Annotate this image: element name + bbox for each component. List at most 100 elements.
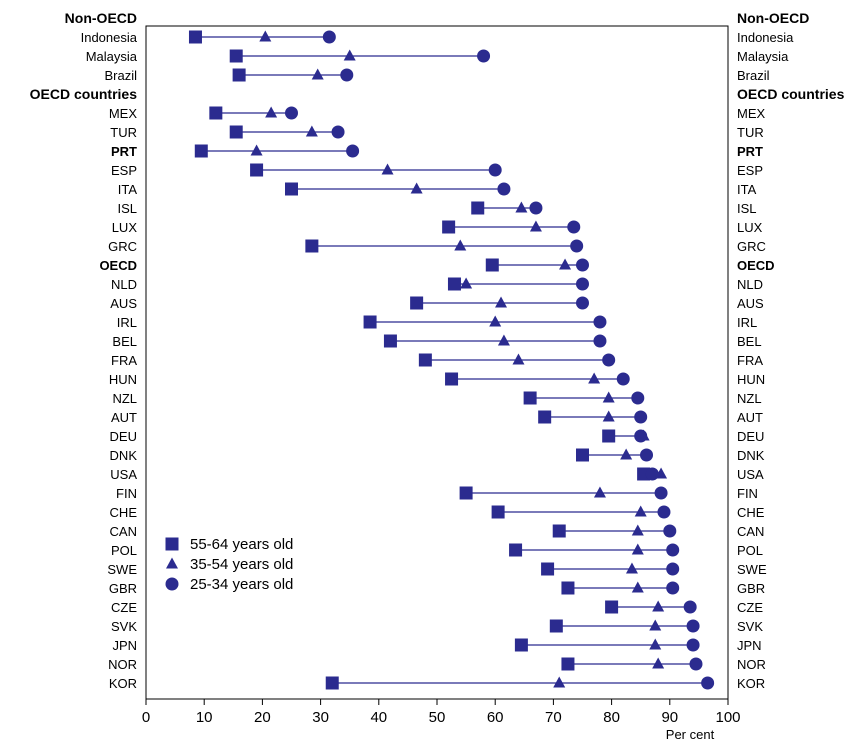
- point-s35: [410, 182, 423, 194]
- category-row: NLD NLD: [111, 277, 763, 292]
- legend-marker-square-icon: [165, 537, 179, 551]
- point-s35: [602, 410, 615, 422]
- category-label-left: AUT: [111, 410, 137, 425]
- group-header: OECD countries OECD countries: [30, 86, 845, 102]
- point-s55: [250, 163, 264, 177]
- category-label-left: JPN: [112, 638, 137, 653]
- point-s55: [188, 30, 202, 44]
- category-label-right: ITA: [737, 182, 757, 197]
- x-tick-label: 50: [429, 709, 446, 726]
- point-s25: [616, 372, 630, 386]
- point-s35: [460, 277, 473, 289]
- category-label-right: MEX: [737, 106, 766, 121]
- category-row: Malaysia Malaysia: [86, 49, 789, 64]
- category-label-left: CHE: [110, 505, 138, 520]
- point-s55: [305, 239, 319, 253]
- legend-item-s35: 35-54 years old: [166, 556, 293, 573]
- point-s55: [491, 505, 505, 519]
- x-tick-label: 90: [661, 709, 678, 726]
- category-label-right: Non-OECD: [737, 10, 809, 26]
- point-s35: [649, 638, 662, 650]
- point-s55: [471, 201, 485, 215]
- point-s25: [477, 49, 491, 63]
- category-row: Indonesia Indonesia: [81, 30, 795, 45]
- category-label-left: GRC: [108, 239, 137, 254]
- category-row: CAN CAN: [110, 524, 765, 539]
- point-s55: [552, 524, 566, 538]
- category-label-right: KOR: [737, 676, 765, 691]
- point-s55: [445, 372, 459, 386]
- point-s35: [265, 106, 278, 118]
- point-s35: [259, 30, 272, 42]
- x-tick-label: 20: [254, 709, 271, 726]
- legend-item-s25: 25-34 years old: [165, 576, 293, 593]
- x-tick-label: 100: [715, 709, 740, 726]
- point-s35: [593, 486, 606, 498]
- category-label-left: DNK: [110, 448, 138, 463]
- category-row: POL POL: [111, 543, 763, 558]
- category-label-left: ITA: [118, 182, 138, 197]
- x-tick-label: 40: [370, 709, 387, 726]
- point-s25: [346, 144, 360, 158]
- category-label-right: Malaysia: [737, 49, 789, 64]
- point-s35: [529, 220, 542, 232]
- point-s55: [418, 353, 432, 367]
- point-s55: [447, 277, 461, 291]
- point-s35: [620, 448, 633, 460]
- category-row: IRL IRL: [117, 315, 757, 330]
- point-s55: [229, 49, 243, 63]
- category-row: HUN HUN: [109, 372, 765, 387]
- point-s55: [538, 410, 552, 424]
- point-s35: [588, 372, 601, 384]
- point-s35: [515, 201, 528, 213]
- category-row: JPN JPN: [112, 638, 761, 653]
- category-label-right: BEL: [737, 334, 762, 349]
- point-s35: [652, 600, 665, 612]
- category-label-left: NOR: [108, 657, 137, 672]
- point-s35: [250, 144, 263, 156]
- category-label-left: CZE: [111, 600, 137, 615]
- category-label-left: MEX: [109, 106, 138, 121]
- point-s25: [645, 467, 659, 481]
- category-row: KOR KOR: [109, 676, 765, 691]
- category-label-left: Brazil: [104, 68, 137, 83]
- category-label-right: GBR: [737, 581, 765, 596]
- category-label-left: TUR: [110, 125, 137, 140]
- point-s55: [602, 429, 616, 443]
- point-s25: [666, 562, 680, 576]
- point-s25: [634, 410, 648, 424]
- point-s35: [625, 562, 638, 574]
- point-s55: [232, 68, 246, 82]
- category-row: USA USA: [110, 467, 764, 482]
- x-tick-label: 70: [545, 709, 562, 726]
- category-row: TUR TUR: [110, 125, 763, 140]
- category-label-right: ISL: [737, 201, 757, 216]
- point-s25: [576, 277, 589, 291]
- point-s25: [576, 296, 589, 310]
- category-row: NZL NZL: [112, 391, 761, 406]
- legend-label: 55-64 years old: [190, 536, 293, 553]
- point-s25: [322, 30, 336, 44]
- category-label-left: FIN: [116, 486, 137, 501]
- category-label-right: PRT: [737, 144, 763, 159]
- category-label-right: TUR: [737, 125, 764, 140]
- point-s25: [686, 619, 700, 633]
- point-s55: [485, 258, 499, 272]
- category-label-left: BEL: [112, 334, 137, 349]
- point-s35: [652, 657, 665, 669]
- category-row: LUX LUX: [112, 220, 763, 235]
- category-row: Brazil Brazil: [104, 68, 769, 83]
- point-s25: [701, 676, 715, 690]
- point-s35: [497, 334, 510, 346]
- point-s25: [529, 201, 543, 215]
- category-row: BEL BEL: [112, 334, 761, 349]
- point-s55: [229, 125, 243, 139]
- x-axis-label: Per cent: [666, 727, 715, 742]
- category-row: OECD OECD: [99, 258, 774, 273]
- point-s55: [509, 543, 523, 557]
- category-label-right: OECD: [737, 258, 775, 273]
- point-s25: [570, 239, 584, 253]
- category-row: SVK SVK: [111, 619, 763, 634]
- category-label-right: CAN: [737, 524, 764, 539]
- category-label-right: Brazil: [737, 68, 770, 83]
